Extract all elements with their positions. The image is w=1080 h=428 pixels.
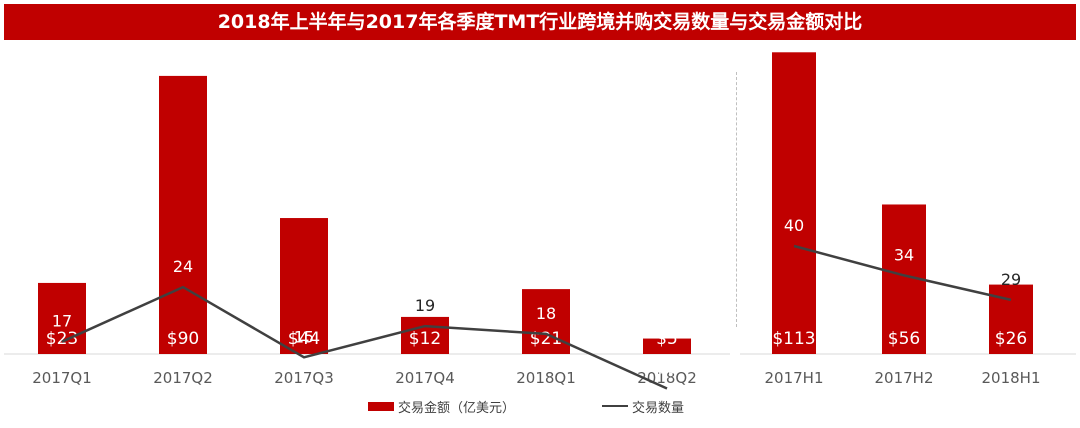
count-label-2017Q1: 17 [52, 312, 72, 331]
category-label-2017Q4: 2017Q4 [395, 369, 455, 387]
category-label-2017Q3: 2017Q3 [274, 369, 334, 387]
count-line-quarterly [61, 285, 668, 390]
count-line-half-year [793, 244, 1012, 302]
legend: 交易金额（亿美元） 交易数量 [0, 396, 1080, 416]
chart-title: 2018年上半年与2017年各季度TMT行业跨境并购交易数量与交易金额对比 [217, 11, 863, 33]
bar-value-label-2017Q4: $12 [409, 329, 441, 349]
count-label-2017Q2: 24 [173, 257, 193, 276]
legend-swatch-line [602, 405, 628, 407]
category-label-2017Q1: 2017Q1 [32, 369, 92, 387]
count-label-2017Q3: 15 [294, 327, 314, 346]
bar-value-label-2017Q3: $44 [288, 329, 320, 349]
category-label-2018Q1: 2018Q1 [516, 369, 576, 387]
count-label-2017H2: 34 [894, 245, 914, 264]
legend-item-bar: 交易金额（亿美元） [368, 396, 515, 416]
title-bar: 2018年上半年与2017年各季度TMT行业跨境并购交易数量与交易金额对比 [4, 4, 1076, 40]
count-label-2017H1: 40 [784, 216, 804, 235]
category-label-2017Q2: 2017Q2 [153, 369, 213, 387]
bar-2018Q2 [643, 338, 691, 354]
bar-2018Q1 [522, 289, 570, 354]
bar-value-label-2018H1: $26 [995, 329, 1027, 349]
category-label-2017H2: 2017H2 [875, 369, 934, 387]
count-label-2018Q1: 18 [536, 304, 556, 323]
bar-2017Q3 [280, 218, 328, 354]
bar-2017H1 [772, 52, 816, 354]
bar-value-label-2018Q2: $5 [656, 329, 678, 349]
legend-item-line: 交易数量 [602, 396, 684, 416]
count-label-2018H1: 29 [1001, 270, 1021, 289]
bar-value-label-2017Q1: $23 [46, 329, 78, 349]
legend-label-line: 交易数量 [632, 400, 685, 416]
panel-divider [736, 72, 737, 327]
category-label-2018H1: 2018H1 [982, 369, 1041, 387]
legend-label-bar: 交易金额（亿美元） [398, 400, 516, 416]
legend-swatch-bar [368, 401, 394, 411]
bar-value-label-2017Q2: $90 [167, 329, 199, 349]
category-label-2017H1: 2017H1 [765, 369, 824, 387]
bar-value-label-2017H2: $56 [888, 329, 920, 349]
bar-2017Q4 [401, 316, 449, 354]
bar-2017Q1 [38, 282, 86, 354]
count-label-2017Q4: 19 [415, 296, 435, 315]
bar-value-label-2017H1: $113 [772, 329, 815, 349]
bar-2017Q2 [159, 75, 207, 355]
count-label-2018Q2: 11 [657, 359, 677, 378]
